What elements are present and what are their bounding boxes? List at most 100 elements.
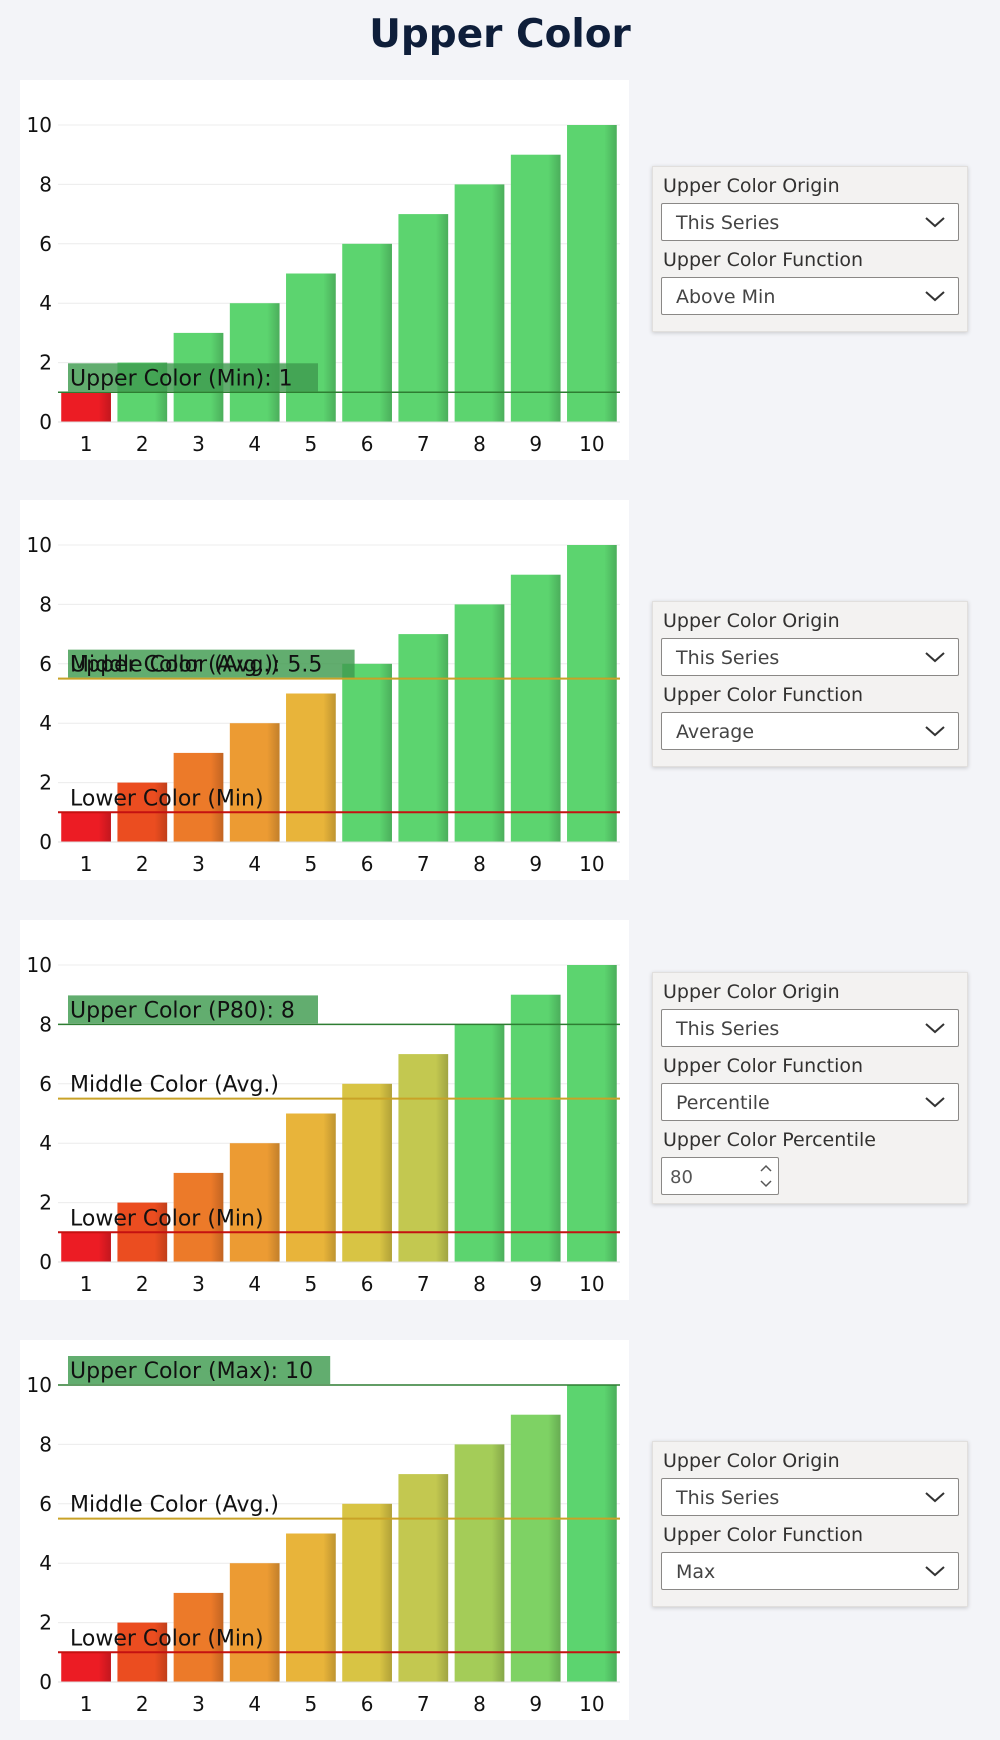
- x-tick-label: 3: [192, 1692, 205, 1716]
- upper-color-label-bg: [68, 1356, 331, 1384]
- x-tick-label: 7: [417, 1272, 430, 1296]
- x-tick-label: 10: [579, 1272, 604, 1296]
- x-tick-label: 9: [529, 1272, 542, 1296]
- chart-card-3: 0 2 4 6 8 10 1 2 3 4 5 6 7 8 9 10 Upper Color (P80): 8 Mi…: [20, 920, 629, 1300]
- bar: [229, 1143, 280, 1262]
- origin-label: Upper Color Origin: [663, 981, 840, 1003]
- x-tick-label: 3: [192, 852, 205, 876]
- percentile-label: Upper Color Percentile: [663, 1129, 876, 1151]
- chart-card-4: 0 2 4 6 8 10 1 2 3 4 5 6 7 8 9 10 Upper Color (Max): 10 M…: [20, 1340, 629, 1720]
- x-tick-label: 3: [192, 432, 205, 456]
- function-label: Upper Color Function: [663, 684, 864, 706]
- origin-dropdown[interactable]: This Series: [661, 1009, 959, 1047]
- x-tick-label: 8: [473, 432, 486, 456]
- x-tick-label: 1: [80, 1692, 93, 1716]
- upper-color-label: Upper Color (Max): 10: [70, 1359, 313, 1384]
- x-tick-label: 1: [80, 852, 93, 876]
- bar: [61, 812, 111, 842]
- x-tick-label: 4: [248, 432, 261, 456]
- chevron-down-icon: [925, 726, 945, 737]
- y-tick-label: 2: [39, 351, 52, 375]
- origin-value: This Series: [676, 212, 780, 234]
- function-dropdown[interactable]: Average: [661, 712, 959, 750]
- upper-color-label: Upper Color (Min): 1: [70, 366, 293, 391]
- bar: [286, 1113, 336, 1262]
- bar: [61, 1232, 111, 1262]
- x-tick-label: 7: [417, 432, 430, 456]
- x-tick-label: 8: [473, 1692, 486, 1716]
- bar: [229, 303, 280, 422]
- x-tick-label: 2: [136, 852, 149, 876]
- origin-label: Upper Color Origin: [663, 1450, 840, 1472]
- upper-color-label: Upper Color (Avg.): 5.5: [70, 653, 322, 678]
- settings-panel-3: Upper Color Origin This Series Upper Col…: [652, 972, 968, 1204]
- chevron-down-icon: [925, 1097, 945, 1108]
- bar: [398, 634, 449, 842]
- page-title: Upper Color: [369, 12, 631, 57]
- y-tick-label: 8: [39, 1432, 52, 1456]
- origin-value: This Series: [676, 1018, 780, 1040]
- upper-color-label-bg: [68, 649, 355, 678]
- percentile-spinbox[interactable]: 80: [661, 1157, 779, 1195]
- y-tick-label: 8: [39, 1012, 52, 1036]
- bar: [567, 1385, 617, 1682]
- function-dropdown[interactable]: Percentile: [661, 1083, 959, 1121]
- middle-color-label: Middle Color (Avg.): [70, 653, 279, 678]
- bar: [454, 1024, 505, 1262]
- y-tick-label: 10: [27, 953, 52, 977]
- function-dropdown[interactable]: Above Min: [661, 277, 959, 315]
- function-value: Average: [676, 721, 755, 743]
- x-tick-label: 10: [579, 432, 604, 456]
- y-tick-label: 4: [39, 1131, 52, 1155]
- y-tick-label: 4: [39, 291, 52, 315]
- bar: [567, 125, 617, 422]
- y-tick-label: 6: [39, 1072, 52, 1096]
- y-tick-label: 10: [27, 1373, 52, 1397]
- upper-color-label: Upper Color (P80): 8: [70, 998, 295, 1023]
- bar: [398, 1474, 449, 1682]
- origin-value: This Series: [676, 647, 780, 669]
- spin-arrows-icon[interactable]: [758, 1161, 774, 1191]
- bar: [510, 1414, 561, 1682]
- bar: [173, 1592, 224, 1682]
- y-tick-label: 0: [39, 1250, 52, 1274]
- function-dropdown[interactable]: Max: [661, 1552, 959, 1590]
- bar: [567, 965, 617, 1262]
- chevron-down-icon: [925, 1492, 945, 1503]
- bar: [173, 752, 224, 842]
- bar: [510, 574, 561, 842]
- bar: [510, 154, 561, 422]
- middle-color-label: Middle Color (Avg.): [70, 1073, 279, 1098]
- y-tick-label: 2: [39, 1611, 52, 1635]
- chevron-down-icon: [925, 217, 945, 228]
- y-tick-label: 10: [27, 533, 52, 557]
- function-value: Percentile: [676, 1092, 770, 1114]
- y-tick-label: 4: [39, 1551, 52, 1575]
- origin-dropdown[interactable]: This Series: [661, 1478, 959, 1516]
- bar: [286, 693, 336, 842]
- x-tick-label: 6: [361, 1272, 374, 1296]
- y-tick-label: 8: [39, 172, 52, 196]
- x-tick-label: 1: [80, 432, 93, 456]
- x-tick-label: 5: [305, 432, 318, 456]
- lower-color-label: Lower Color (Min): [70, 786, 264, 811]
- x-tick-label: 5: [305, 1272, 318, 1296]
- y-tick-label: 0: [39, 1670, 52, 1694]
- middle-color-label: Middle Color (Avg.): [70, 1493, 279, 1518]
- x-tick-label: 9: [529, 852, 542, 876]
- bar: [229, 1563, 280, 1682]
- origin-dropdown[interactable]: This Series: [661, 203, 959, 241]
- origin-dropdown[interactable]: This Series: [661, 638, 959, 676]
- function-label: Upper Color Function: [663, 1055, 864, 1077]
- bar: [454, 1444, 505, 1682]
- x-tick-label: 9: [529, 432, 542, 456]
- chart-card-1: 0 2 4 6 8 10 1 2 3 4 5 6 7 8 9 10 Upper Color (Min): 1: [20, 80, 629, 460]
- bar: [286, 1533, 336, 1682]
- bar: [173, 1172, 224, 1262]
- x-tick-label: 9: [529, 1692, 542, 1716]
- chevron-down-icon: [925, 291, 945, 302]
- x-tick-label: 1: [80, 1272, 93, 1296]
- y-tick-label: 2: [39, 1191, 52, 1215]
